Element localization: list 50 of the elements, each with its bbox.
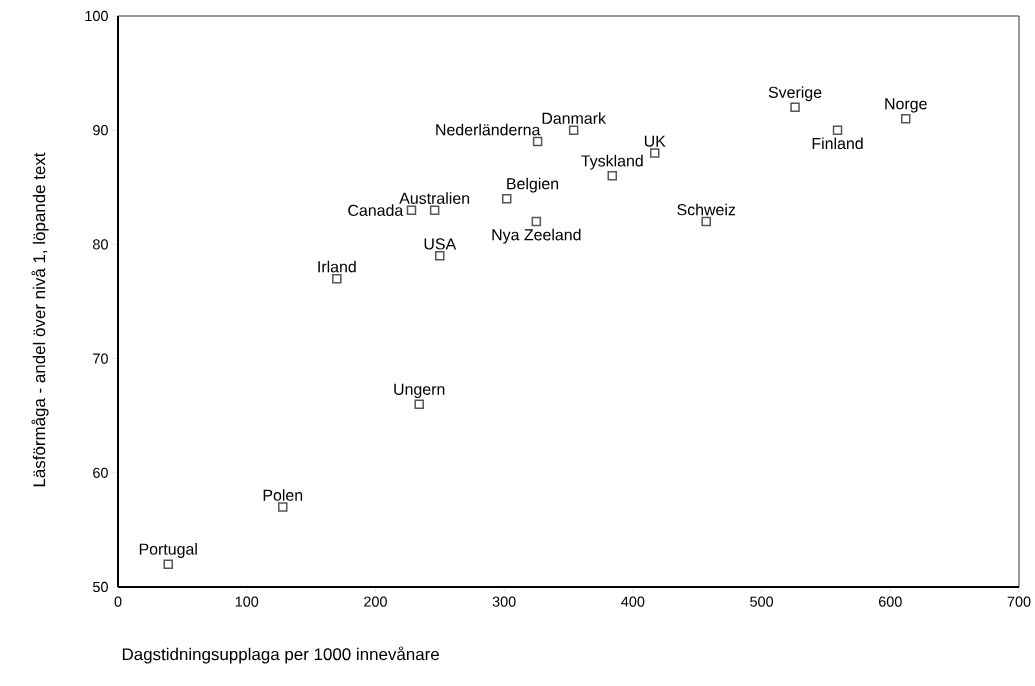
y-tick-label: 80	[93, 239, 108, 250]
annotation: Nya Zeeland	[492, 228, 581, 244]
point	[429, 205, 440, 215]
annotation: USA	[424, 238, 457, 250]
annotation: Canada	[348, 204, 404, 216]
annotation: Portugal	[139, 543, 197, 558]
point	[832, 125, 843, 135]
point	[701, 216, 711, 227]
y-tick-label: 100	[85, 10, 108, 22]
point	[332, 273, 342, 284]
annotation: Polen	[263, 489, 303, 501]
annotation: Norge	[885, 98, 927, 113]
x-tick-label: 500	[750, 596, 774, 607]
point	[406, 205, 417, 215]
x-tick-label: 300	[492, 596, 516, 607]
y-tick-label: 50	[93, 581, 108, 593]
x-tick-label: 0	[114, 596, 122, 607]
annotation: Danmark	[542, 112, 606, 124]
annotation: Finland	[812, 137, 863, 150]
x-tick-label: 100	[235, 596, 259, 607]
y-tick-label: 70	[93, 353, 108, 364]
annotation: Ungern	[394, 383, 445, 399]
point	[435, 251, 445, 261]
annotation: Irland	[318, 260, 356, 273]
point	[531, 216, 542, 227]
annotation: Schweiz	[677, 203, 736, 216]
annotation: UK	[644, 135, 666, 147]
x-tick-label: 200	[364, 596, 387, 607]
point	[532, 136, 543, 147]
x-tick-label: 700	[1007, 596, 1031, 607]
point	[607, 171, 618, 181]
point	[790, 102, 800, 113]
point	[501, 193, 512, 204]
annotation: Nederländerna	[436, 123, 541, 136]
annotation: Tyskland	[581, 154, 643, 170]
annotation: Australien	[399, 192, 470, 204]
point	[278, 502, 288, 512]
y-tick-label: 90	[93, 125, 108, 136]
point	[568, 125, 579, 135]
x-tick-label: 400	[621, 596, 645, 607]
x-tick-label: 600	[878, 596, 902, 607]
point	[163, 559, 173, 569]
point	[414, 399, 424, 410]
y-tick-label: 60	[93, 467, 108, 478]
annotation: Sverige	[768, 86, 822, 102]
y-axis-title: Läsförmåga - andel över nivå 1, löpande text	[31, 152, 49, 487]
point	[900, 114, 911, 124]
point	[650, 148, 660, 158]
annotation: Belgien	[507, 177, 559, 193]
x-axis-title: Dagstidningsupplaga per 1000 innevånare	[122, 646, 439, 664]
